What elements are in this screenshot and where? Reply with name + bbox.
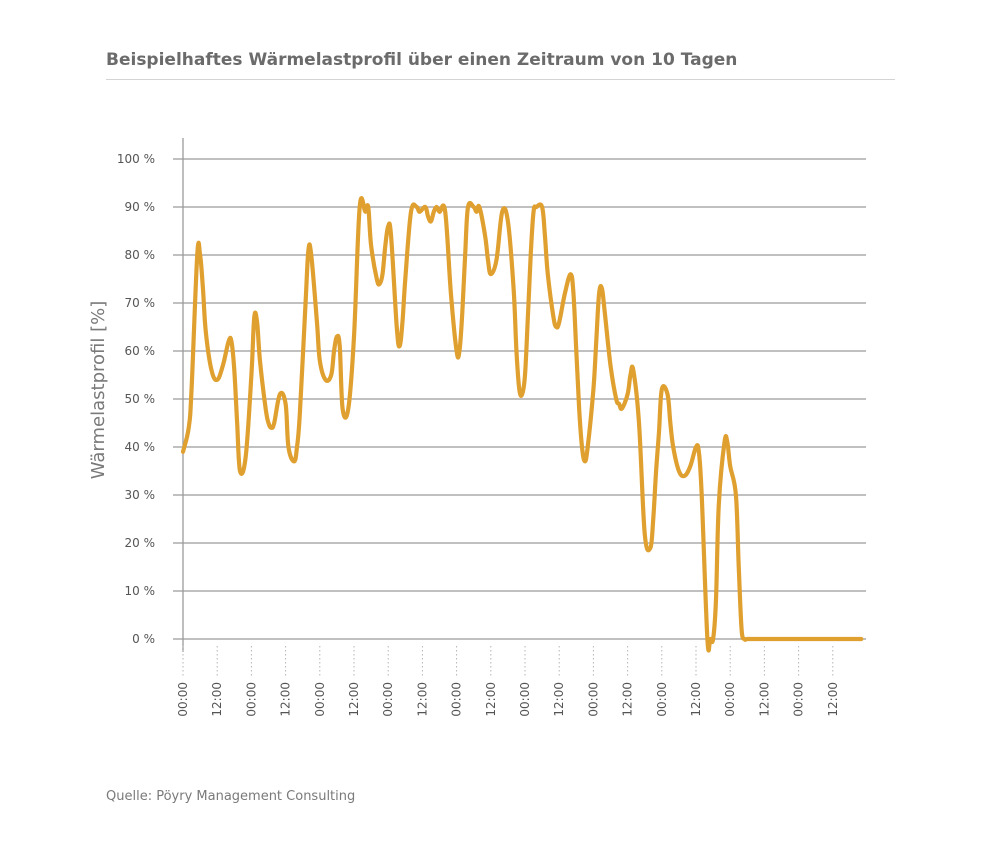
y-tick-label: 40 %	[125, 440, 156, 454]
x-tick-label: 12:00	[826, 682, 840, 717]
x-tick-label: 00:00	[244, 682, 258, 717]
y-tick-label: 70 %	[125, 296, 156, 310]
x-tick-label: 00:00	[450, 682, 464, 717]
chart-title: Beispielhaftes Wärmelastprofil über eine…	[106, 50, 738, 70]
x-tick-label: 12:00	[347, 682, 361, 717]
x-tick-label: 00:00	[313, 682, 327, 717]
x-tick-label: 00:00	[381, 682, 395, 717]
x-tick-labels: 00:00 12:00 00:00 12:00 00:00 12:00 00:00 12:00…	[176, 682, 840, 717]
x-tick-label: 00:00	[655, 682, 669, 717]
x-tick-label: 00:00	[176, 682, 190, 717]
y-tick-label: 20 %	[125, 536, 156, 550]
x-tick-label: 12:00	[210, 682, 224, 717]
title-divider	[106, 79, 895, 80]
y-tick-label: 10 %	[125, 584, 156, 598]
x-tick-label: 00:00	[723, 682, 737, 717]
series-line	[180, 196, 864, 653]
x-tick-label: 12:00	[484, 682, 498, 717]
y-tick-label: 100 %	[117, 152, 155, 166]
x-tick-label: 00:00	[792, 682, 806, 717]
x-tick-label: 12:00	[415, 682, 429, 717]
y-tick-label: 30 %	[125, 488, 156, 502]
y-tick-labels: 100 % 90 % 80 % 70 % 60 % 50 % 40 % 30 % 20 % 10 …	[117, 152, 155, 646]
y-tick-label: 50 %	[125, 392, 156, 406]
y-tick-label: 80 %	[125, 248, 156, 262]
y-tick-label: 0 %	[132, 632, 155, 646]
x-tick-label: 12:00	[621, 682, 635, 717]
x-tick-label: 12:00	[552, 682, 566, 717]
y-tick-label: 60 %	[125, 344, 156, 358]
x-tick-label: 00:00	[586, 682, 600, 717]
x-tick-label: 00:00	[518, 682, 532, 717]
x-tick-label: 12:00	[279, 682, 293, 717]
axes	[182, 138, 834, 676]
source-note: Quelle: Pöyry Management Consulting	[106, 789, 356, 804]
x-tick-label: 12:00	[689, 682, 703, 717]
y-axis-label: Wärmelastprofil [%]	[88, 301, 109, 480]
y-tick-label: 90 %	[125, 200, 156, 214]
x-tick-label: 12:00	[757, 682, 771, 717]
series	[180, 196, 864, 653]
